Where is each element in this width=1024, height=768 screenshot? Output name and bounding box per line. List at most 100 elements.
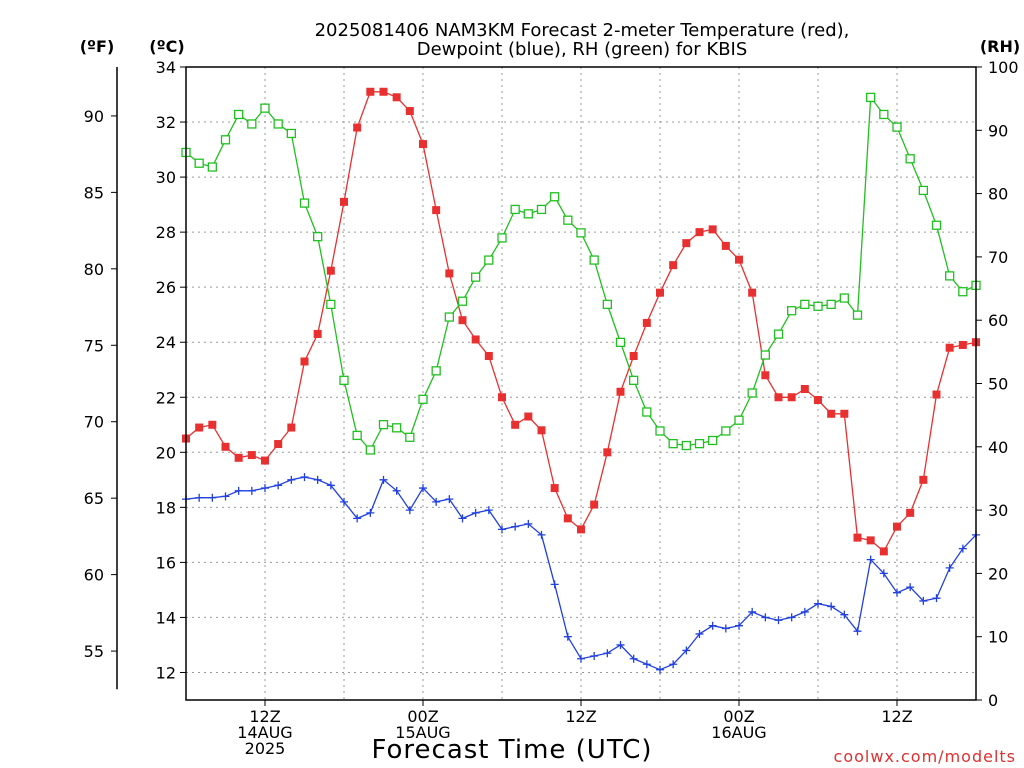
dewpoint-point xyxy=(840,610,849,619)
rh-point xyxy=(339,375,349,385)
temperature-point xyxy=(208,420,217,429)
rh-point xyxy=(905,154,915,164)
temperature-point xyxy=(366,87,375,96)
temperature-point xyxy=(287,423,296,432)
temperature-point xyxy=(195,423,204,432)
temperature-point xyxy=(484,351,493,360)
rh-point xyxy=(918,185,928,196)
dewpoint-point xyxy=(379,475,388,484)
rh-point xyxy=(510,204,520,215)
dewpoint-point xyxy=(247,486,256,495)
dewpoint-point xyxy=(945,563,954,572)
temperature-point xyxy=(814,396,822,405)
rh-point xyxy=(866,92,876,103)
rh-point xyxy=(299,198,310,208)
celsius-tick-label: 18 xyxy=(156,498,176,517)
dewpoint-point xyxy=(577,654,585,663)
rh-point xyxy=(629,375,639,385)
dewpoint-point xyxy=(458,514,467,523)
rh-tick-label: 50 xyxy=(988,375,1008,394)
fahrenheit-tick-label: 70 xyxy=(84,413,104,432)
temperature-point xyxy=(642,318,651,327)
rh-point xyxy=(642,407,652,417)
x-tick-label: 15AUG xyxy=(395,723,450,742)
dewpoint-point xyxy=(498,525,506,534)
dewpoint-point xyxy=(642,660,651,669)
x-tick-label: 12Z xyxy=(881,707,912,726)
x-tick-label: 14AUG xyxy=(237,723,292,742)
temperature-point xyxy=(326,266,335,275)
x-tick-label: 16AUG xyxy=(711,723,766,742)
dewpoint-point xyxy=(353,514,362,523)
rh-tick-label: 10 xyxy=(988,628,1008,647)
rh-point xyxy=(418,394,428,404)
rh-point xyxy=(800,299,810,310)
celsius-tick-label: 16 xyxy=(156,553,176,572)
gridlines xyxy=(186,67,976,700)
dewpoint-point xyxy=(800,607,809,616)
rh-point xyxy=(326,299,336,310)
dewpoint-point xyxy=(958,544,967,553)
temperature-point xyxy=(563,514,572,523)
rh-point xyxy=(550,192,560,202)
temperature-point xyxy=(853,533,862,542)
dewpoint-point xyxy=(879,569,888,578)
x-tick-label: 2025 xyxy=(245,739,286,758)
dewpoint-point xyxy=(748,607,757,616)
fahrenheit-tick-label: 60 xyxy=(84,566,104,585)
temperature-point xyxy=(656,288,664,297)
rh-point xyxy=(589,255,599,265)
rh-tick-label: 70 xyxy=(988,248,1008,267)
rh-point xyxy=(220,135,231,145)
rh-point xyxy=(813,301,823,311)
rh-point xyxy=(787,306,797,316)
dewpoint-point xyxy=(261,484,269,493)
series-layer xyxy=(181,87,981,674)
rh-point xyxy=(655,426,665,436)
x-tick-label: 00Z xyxy=(723,707,754,726)
temperature-point xyxy=(748,288,757,297)
rh-point xyxy=(826,299,836,310)
rh-point xyxy=(576,228,586,238)
axes: 12 14 16 18 20 22 24 26 28 30 32 34 55 60 65 70 75 80 85 90… xyxy=(84,58,1019,758)
rh-point xyxy=(194,158,204,168)
rh-point xyxy=(668,438,678,449)
dewpoint-point xyxy=(708,621,717,630)
x-axis-title: Forecast Time (UTC) xyxy=(371,735,652,765)
rh-point xyxy=(484,255,494,265)
temperature-point xyxy=(906,508,915,517)
temperature-point xyxy=(524,412,533,421)
dewpoint-point xyxy=(827,602,836,611)
celsius-tick-label: 32 xyxy=(156,113,176,132)
dewpoint-point xyxy=(603,649,612,658)
dewpoint-point xyxy=(405,506,414,515)
temperature-point xyxy=(761,371,770,380)
rh-point xyxy=(892,122,902,132)
temperature-point xyxy=(866,536,875,545)
rh-point xyxy=(247,119,257,129)
rh-point xyxy=(378,419,389,430)
dewpoint-point xyxy=(669,660,678,669)
rh-tick-label: 60 xyxy=(988,311,1008,330)
chart-title-line2: Dewpoint (blue), RH (green) for KBIS xyxy=(417,39,748,60)
celsius-unit-label: (ºC) xyxy=(149,37,184,56)
dewpoint-point xyxy=(774,616,783,625)
rh-point xyxy=(747,388,757,398)
rh-point xyxy=(497,233,507,243)
rh-point xyxy=(365,445,375,455)
dewpoint-point xyxy=(511,522,520,531)
temperature-point xyxy=(313,329,322,338)
temperature-point xyxy=(800,385,809,394)
dewpoint-point xyxy=(326,481,335,490)
temperature-point xyxy=(471,335,480,344)
temperature-point xyxy=(577,525,585,534)
dewpoint-point xyxy=(656,665,664,674)
dewpoint-point xyxy=(419,484,427,493)
dewpoint-point xyxy=(721,624,730,633)
rh-point xyxy=(945,271,955,281)
rh-point xyxy=(708,435,718,446)
x-tick-label: 00Z xyxy=(407,707,438,726)
temperature-point xyxy=(774,393,783,402)
rh-point xyxy=(721,426,731,436)
temperature-point xyxy=(629,351,638,360)
